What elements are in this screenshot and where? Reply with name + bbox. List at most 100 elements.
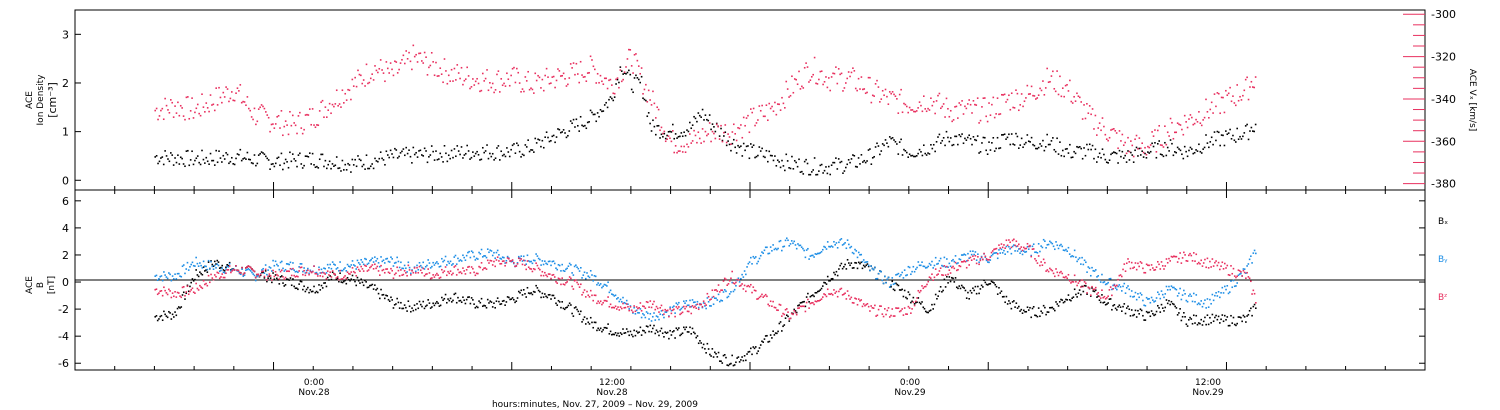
by-point	[836, 247, 839, 249]
by-point	[730, 291, 732, 293]
bx-point	[649, 324, 652, 327]
vx-point	[793, 78, 796, 80]
bx-point	[1206, 314, 1209, 316]
bz-point	[506, 257, 509, 259]
bz-point	[225, 272, 227, 275]
bz-point	[939, 267, 942, 270]
vx-point	[280, 110, 283, 112]
vx-point	[903, 102, 905, 105]
by-point	[166, 277, 169, 280]
bx-point	[316, 291, 319, 294]
vx-point	[542, 89, 545, 92]
vx-point	[796, 83, 799, 86]
by-point	[1190, 295, 1193, 297]
bz-point	[1161, 265, 1164, 267]
top-y2-tick-label: -380	[1431, 178, 1456, 191]
vx-point	[999, 113, 1002, 115]
density-point	[759, 150, 762, 152]
bz-point	[1191, 260, 1194, 262]
bx-point	[1144, 319, 1147, 321]
by-point	[921, 261, 923, 264]
bz-point	[813, 303, 815, 306]
vx-point	[918, 101, 921, 103]
density-point	[1232, 134, 1234, 137]
vx-point	[1016, 92, 1019, 95]
vx-point	[772, 110, 775, 113]
bx-point	[905, 296, 907, 299]
bx-point	[859, 262, 861, 265]
density-point	[650, 130, 653, 132]
bx-point	[712, 356, 715, 358]
density-point	[630, 88, 633, 91]
bz-point	[649, 300, 652, 302]
by-point	[378, 265, 381, 268]
density-point	[966, 136, 969, 139]
by-point	[1184, 292, 1186, 295]
bx-point	[771, 337, 773, 339]
by-point	[678, 301, 680, 304]
bx-point	[282, 282, 284, 284]
bx-point	[364, 279, 366, 282]
density-point	[993, 150, 996, 152]
bz-point	[1061, 272, 1064, 275]
bz-point	[609, 303, 612, 306]
bz-point	[599, 300, 602, 303]
bx-point	[1124, 312, 1127, 315]
by-point	[458, 260, 461, 262]
bx-point	[467, 296, 469, 299]
bz-point	[429, 277, 432, 280]
density-point	[1121, 150, 1124, 153]
by-point	[603, 283, 606, 286]
vx-point	[879, 101, 881, 103]
bx-point	[717, 351, 720, 354]
by-point	[264, 264, 267, 266]
bx-point	[892, 288, 895, 291]
by-point	[195, 256, 197, 259]
vx-point	[1110, 129, 1112, 131]
bx-point	[437, 302, 439, 305]
bx-point	[1176, 314, 1179, 316]
by-point	[552, 260, 555, 263]
by-point	[206, 268, 209, 271]
vx-point	[1246, 76, 1248, 79]
by-point	[1142, 299, 1144, 302]
bx-point	[308, 291, 310, 294]
bz-point	[536, 264, 539, 267]
by-point	[736, 279, 738, 282]
by-point	[799, 244, 802, 247]
density-point	[983, 136, 986, 139]
vx-point	[1159, 144, 1162, 146]
bz-point	[839, 288, 841, 291]
vx-point	[1122, 144, 1125, 147]
bx-point	[371, 283, 374, 286]
by-point	[962, 254, 964, 256]
vx-point	[795, 78, 797, 81]
vx-point	[975, 104, 978, 106]
density-point	[544, 136, 546, 139]
bz-point	[687, 310, 690, 313]
vx-point	[528, 88, 531, 91]
bz-point	[1219, 268, 1221, 271]
by-point	[405, 267, 407, 270]
vx-point	[788, 96, 790, 98]
bz-point	[561, 277, 563, 279]
density-point	[698, 114, 701, 117]
vx-point	[481, 72, 484, 75]
vx-point	[287, 133, 290, 136]
density-point	[499, 159, 501, 161]
bx-point	[1170, 300, 1173, 303]
bz-point	[269, 275, 272, 277]
vx-point	[248, 107, 250, 110]
density-point	[745, 145, 748, 148]
vx-point	[283, 125, 286, 128]
by-point	[1130, 290, 1133, 292]
density-point	[331, 163, 334, 165]
bx-point	[1130, 309, 1133, 311]
by-point	[974, 251, 977, 253]
density-point	[1042, 139, 1044, 142]
density-point	[1196, 150, 1199, 152]
bz-point	[541, 270, 544, 273]
by-point	[434, 262, 437, 265]
bz-point	[1228, 274, 1231, 277]
by-point	[182, 264, 185, 266]
